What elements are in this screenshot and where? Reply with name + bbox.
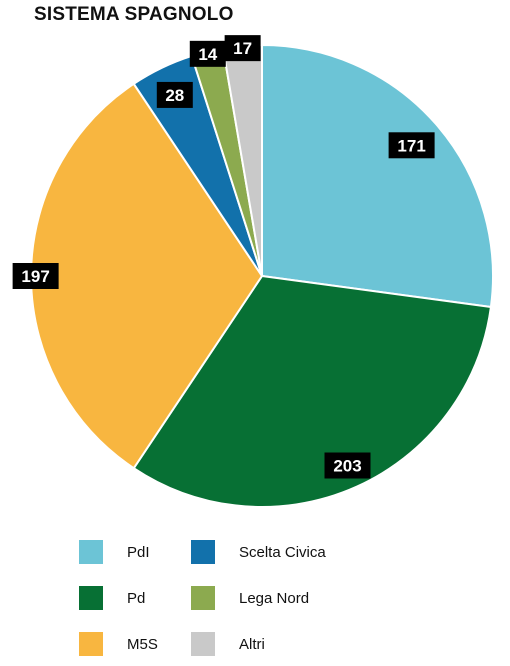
legend-swatch-scelta-civica bbox=[191, 540, 215, 564]
legend-item-pd: Pd bbox=[79, 586, 145, 610]
value-label-scelta-civica: 28 bbox=[156, 81, 193, 108]
legend-label-scelta-civica: Scelta Civica bbox=[239, 543, 326, 561]
value-label-altri: 17 bbox=[224, 35, 261, 62]
value-label-box bbox=[12, 263, 59, 289]
legend-label-altri: Altri bbox=[239, 635, 265, 653]
value-label-box bbox=[224, 35, 261, 62]
legend-label-pdi: PdI bbox=[127, 543, 150, 561]
value-label-box bbox=[156, 81, 193, 108]
legend-item-pdi: PdI bbox=[79, 540, 150, 564]
value-label-text: 28 bbox=[165, 86, 184, 105]
value-label-text: 197 bbox=[21, 267, 49, 286]
pie-slice-pd bbox=[132, 274, 493, 508]
value-label-text: 17 bbox=[233, 39, 252, 58]
legend-swatch-lega-nord bbox=[191, 586, 215, 610]
value-label-box bbox=[388, 132, 435, 159]
value-label-text: 14 bbox=[198, 45, 217, 64]
legend-item-scelta-civica: Scelta Civica bbox=[191, 540, 326, 564]
legend-label-pd: Pd bbox=[127, 589, 146, 607]
value-label-pdi: 171 bbox=[388, 132, 435, 159]
legend-swatch-pd bbox=[79, 586, 103, 610]
legend-swatch-m5s bbox=[79, 632, 103, 656]
legend-item-m5s: M5S bbox=[79, 632, 158, 656]
value-label-text: 171 bbox=[397, 136, 425, 155]
legend-item-lega-nord: Lega Nord bbox=[191, 586, 309, 610]
legend-label-lega-nord: Lega Nord bbox=[239, 589, 310, 607]
value-label-m5s: 197 bbox=[12, 263, 59, 289]
value-label-box bbox=[189, 40, 226, 67]
value-label-pd: 203 bbox=[324, 452, 371, 479]
value-label-box bbox=[324, 452, 371, 479]
pie-slice-pdi bbox=[261, 43, 494, 309]
legend-swatch-pdi bbox=[79, 540, 103, 564]
chart-title: SISTEMA SPAGNOLO bbox=[34, 4, 234, 25]
legend-swatch-altri bbox=[191, 632, 215, 656]
value-label-lega-nord: 14 bbox=[189, 40, 226, 67]
legend-label-m5s: M5S bbox=[127, 635, 158, 653]
value-label-text: 203 bbox=[333, 457, 361, 476]
legend-item-altri: Altri bbox=[191, 632, 265, 656]
